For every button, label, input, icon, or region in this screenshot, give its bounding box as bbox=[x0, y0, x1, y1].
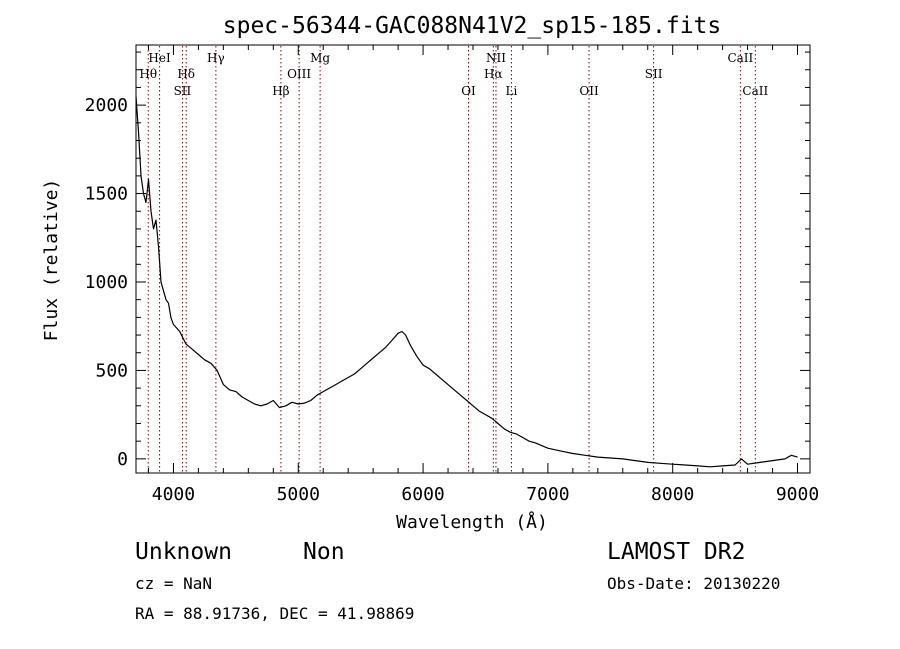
spectrum-line bbox=[135, 96, 798, 468]
survey-name: LAMOST DR2 bbox=[607, 539, 745, 565]
plot-frame-rect bbox=[135, 44, 811, 474]
spectral-line-markers bbox=[147, 46, 756, 472]
line-marker-label: CaII bbox=[727, 51, 753, 65]
line-marker-label: OIII bbox=[287, 67, 311, 81]
redshift-cz: cz = NaN bbox=[135, 574, 212, 593]
line-marker-label: Hα bbox=[484, 67, 503, 81]
x-tick-label: 8000 bbox=[651, 484, 694, 505]
line-marker-label: SII bbox=[174, 84, 192, 98]
line-marker-label: Hθ bbox=[139, 67, 157, 81]
line-marker-label: Hγ bbox=[207, 51, 225, 65]
plot-frame bbox=[135, 44, 811, 474]
y-tick-label: 1000 bbox=[85, 272, 128, 293]
line-marker-label: NII bbox=[486, 51, 506, 65]
line-marker-label: OII bbox=[579, 84, 599, 98]
object-subclass: Non bbox=[303, 539, 345, 565]
x-tick-label: 5000 bbox=[277, 484, 320, 505]
line-marker-label: CaII bbox=[742, 84, 768, 98]
axis-ticks: 4000 5000 6000 7000 8000 9000 0 500 1000 1500 2000 bbox=[85, 45, 819, 505]
object-class: Unknown bbox=[135, 539, 232, 565]
x-tick-label: 9000 bbox=[776, 484, 819, 505]
line-marker-label: Hβ bbox=[272, 84, 289, 98]
line-marker-label: HeI bbox=[148, 51, 171, 65]
observation-date: Obs-Date: 20130220 bbox=[607, 574, 780, 593]
line-marker-label: SII bbox=[645, 67, 663, 81]
x-tick-label: 7000 bbox=[526, 484, 569, 505]
y-axis-label: Flux (relative) bbox=[41, 179, 62, 342]
y-tick-label: 1500 bbox=[85, 184, 128, 205]
line-marker-label: Mg bbox=[310, 51, 330, 65]
x-tick-label: 4000 bbox=[152, 484, 195, 505]
x-axis-label: Wavelength (Å) bbox=[396, 511, 548, 533]
line-marker-label: Hδ bbox=[177, 67, 195, 81]
y-tick-label: 2000 bbox=[85, 95, 128, 116]
spectrum-series bbox=[135, 96, 798, 468]
y-tick-label: 0 bbox=[117, 449, 128, 470]
x-tick-label: 6000 bbox=[401, 484, 444, 505]
line-marker-label: Li bbox=[506, 84, 518, 98]
chart-title: spec-56344-GAC088N41V2_sp15-185.fits bbox=[223, 13, 722, 39]
y-tick-label: 500 bbox=[95, 360, 128, 381]
coordinates: RA = 88.91736, DEC = 41.98869 bbox=[135, 604, 414, 623]
line-marker-label: OI bbox=[461, 84, 476, 98]
